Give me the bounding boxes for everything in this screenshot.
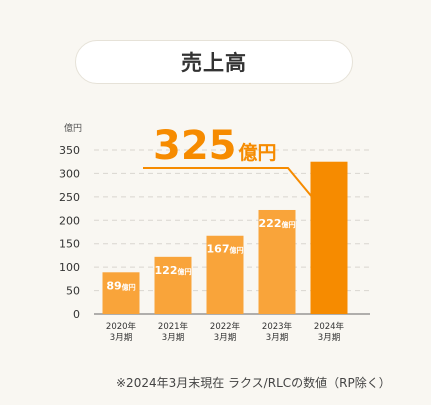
- y-tick-label: 300: [59, 167, 80, 180]
- title-pill: 売上高: [75, 40, 353, 84]
- bar: [206, 235, 244, 314]
- highlight-value-label: 325 億円: [153, 123, 277, 169]
- footnote: ※2024年3月末現在 ラクス/RLCの数値（RP除く）: [116, 376, 391, 390]
- bar-data-label: 89億円: [106, 279, 135, 292]
- callout-leader-line: [143, 167, 312, 197]
- x-tick-label-year: 2023年: [262, 321, 293, 332]
- y-tick-label: 0: [73, 308, 80, 321]
- chart-title: 売上高: [181, 51, 247, 75]
- y-tick-label: 50: [66, 285, 80, 298]
- bar: [310, 161, 348, 314]
- revenue-bar-chart: 億円05010015020025030035089億円2020年3月期122億円…: [59, 122, 370, 343]
- x-tick-label-period: 3月期: [162, 333, 184, 343]
- bar-data-label: 122億円: [155, 264, 192, 277]
- bar: [102, 272, 140, 314]
- x-tick-label-year: 2024年: [314, 321, 345, 332]
- y-tick-label: 350: [59, 144, 80, 157]
- bar-data-label: 167億円: [207, 243, 244, 256]
- x-tick-label-period: 3月期: [266, 333, 288, 343]
- y-tick-label: 100: [59, 261, 80, 274]
- x-tick-label-period: 3月期: [110, 333, 132, 343]
- x-tick-label-period: 3月期: [318, 333, 340, 343]
- x-tick-label-year: 2022年: [210, 321, 241, 332]
- y-tick-label: 150: [59, 238, 80, 251]
- y-tick-label: 250: [59, 191, 80, 204]
- bar: [258, 209, 296, 314]
- bar: [154, 256, 192, 314]
- x-tick-label-year: 2021年: [158, 321, 189, 332]
- x-tick-label-period: 3月期: [214, 333, 236, 343]
- bar-data-label: 222億円: [259, 217, 296, 230]
- y-tick-label: 200: [59, 214, 80, 227]
- y-axis-unit-label: 億円: [64, 122, 82, 134]
- x-tick-label-year: 2020年: [106, 321, 137, 332]
